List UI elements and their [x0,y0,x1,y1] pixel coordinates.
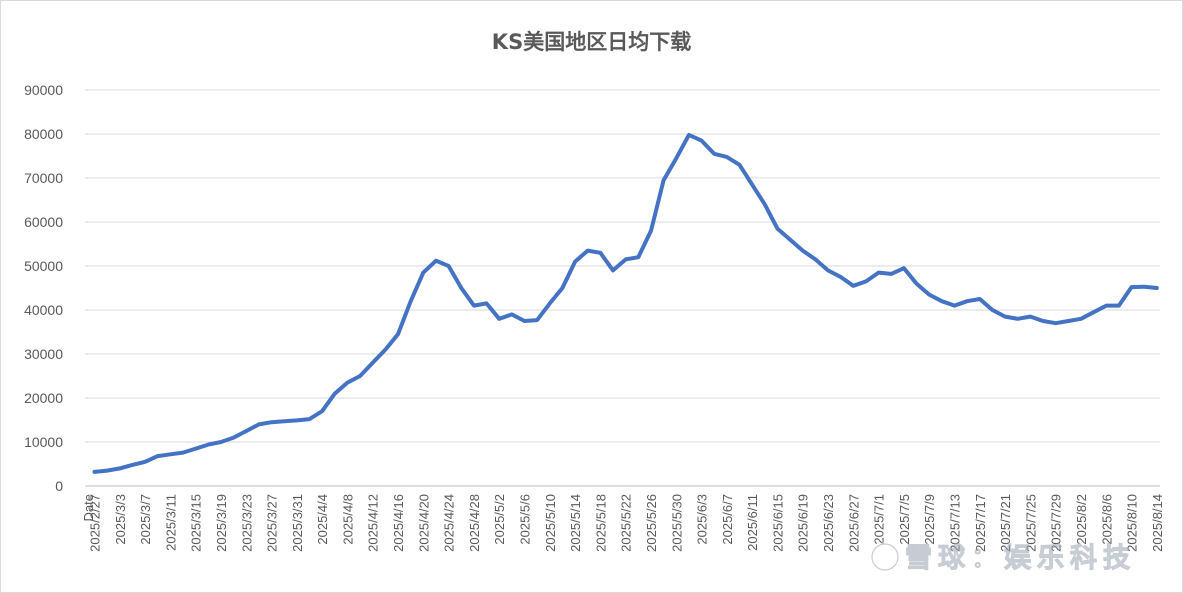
x-tick-label: 2025/6/11 [745,494,760,551]
x-tick-label: 2025/3/3 [113,494,128,545]
y-tick-label: 50000 [24,258,63,274]
x-tick-label: 2025/7/1 [872,494,887,545]
x-tick-label: 2025/4/28 [467,494,482,552]
chart-title: KS美国地区日均下载 [491,30,692,54]
x-tick-label: 2025/5/30 [669,494,684,552]
watermark-text: 雪球：娱乐科技 [905,543,1136,574]
x-tick-label: Date [81,494,96,521]
y-tick-label: 40000 [24,302,63,318]
x-tick-label: 2025/5/2 [492,494,507,545]
x-tick-label: 2025/5/26 [644,494,659,552]
x-tick-label: 2025/7/17 [973,494,988,552]
x-tick-label: 2025/7/21 [998,494,1013,552]
x-tick-label: 2025/5/6 [517,494,532,545]
x-tick-label: 2025/3/7 [138,494,153,545]
x-tick-label: 2025/3/31 [290,494,305,552]
x-tick-label: 2025/5/14 [568,494,583,552]
x-tick-label: 2025/5/22 [619,494,634,552]
y-tick-label: 10000 [24,434,63,450]
x-tick-label: 2025/3/15 [189,494,204,552]
x-tick-label: 2025/7/13 [947,494,962,552]
x-tick-label: 2025/4/12 [366,494,381,552]
x-tick-label: 2025/4/24 [442,494,457,552]
y-tick-label: 30000 [24,346,63,362]
x-tick-label: 2025/7/29 [1049,494,1064,552]
snowball-logo-outline [871,543,899,571]
x-tick-label: 2025/6/7 [720,494,735,545]
watermark: 雪球：娱乐科技 [870,542,1136,575]
x-tick-label: 2025/3/27 [265,494,280,552]
x-tick-label: 2025/4/20 [416,494,431,552]
x-tick-label: 2025/4/4 [315,494,330,545]
y-tick-label: 90000 [24,82,63,98]
y-tick-label: 70000 [24,170,63,186]
x-tick-label: 2025/8/6 [1099,494,1114,545]
x-tick-label: 2025/7/25 [1023,494,1038,552]
x-tick-label: 2025/3/11 [163,494,178,551]
y-axis-tick-labels: 0 10000 20000 30000 40000 50000 60000 70000 8000… [24,82,63,494]
x-tick-label: 2025/2/27 [87,494,102,552]
watermark-group: 雪球：娱乐科技 [870,542,1136,575]
x-tick-label: 2025/4/16 [391,494,406,552]
x-tick-label: 2025/6/15 [770,494,785,552]
x-tick-label: 2025/3/23 [239,494,254,552]
x-tick-label: 2025/6/27 [846,494,861,552]
x-tick-label: 2025/8/10 [1125,494,1140,552]
y-tick-label: 20000 [24,390,63,406]
x-tick-label: 2025/6/23 [821,494,836,552]
y-tick-label: 0 [55,478,63,494]
y-tick-label: 80000 [24,126,63,142]
x-tick-label: 2025/7/5 [897,494,912,545]
x-tick-label: 2025/6/19 [796,494,811,552]
series-layer [92,132,1159,474]
x-tick-label: 2025/8/2 [1074,494,1089,545]
x-tick-label: 2025/5/18 [593,494,608,552]
series-line [92,132,1159,474]
x-tick-label: 2025/7/9 [922,494,937,545]
x-tick-label: 2025/4/8 [340,494,355,545]
gridlines [85,89,1160,487]
y-tick-label: 60000 [24,214,63,230]
x-tick-label: 2025/6/3 [695,494,710,545]
x-tick-label: 2025/5/10 [543,494,558,552]
x-tick-label: 2025/8/14 [1150,494,1165,552]
x-tick-label: 2025/3/19 [214,494,229,552]
